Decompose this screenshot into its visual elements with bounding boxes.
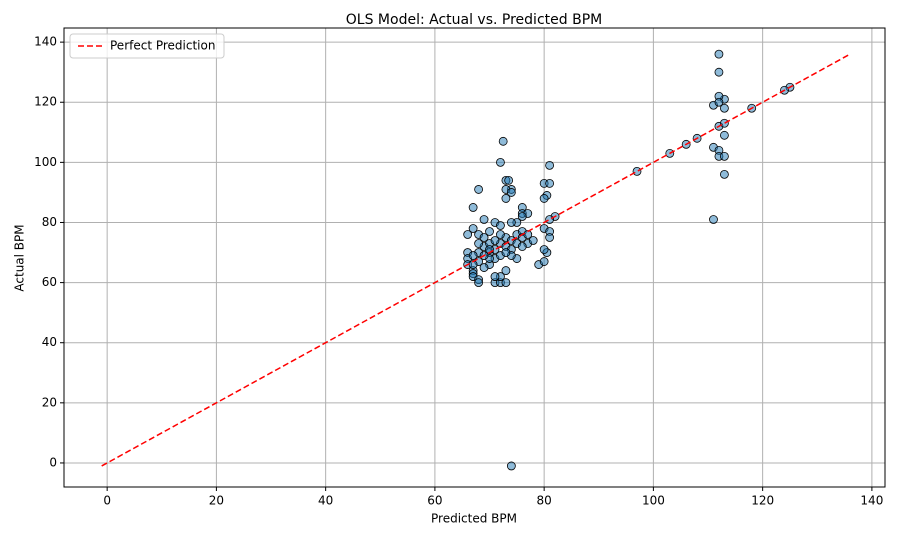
- scatter-point: [468, 203, 478, 212]
- scatter-point: [545, 233, 555, 242]
- scatter-point: [501, 194, 511, 203]
- scatter-point: [720, 169, 729, 179]
- y-tick-label: 0: [49, 455, 57, 469]
- scatter-point: [539, 257, 549, 266]
- x-tick-label: 80: [537, 494, 552, 508]
- scatter-point: [498, 136, 508, 146]
- y-axis-label: Actual BPM: [13, 224, 27, 291]
- scatter-point: [474, 278, 483, 287]
- scatter-point: [539, 194, 549, 203]
- scatter-point: [709, 215, 718, 224]
- scatter-point: [501, 248, 511, 257]
- y-tick-label: 20: [42, 395, 57, 409]
- x-tick-label: 0: [103, 494, 111, 508]
- scatter-point: [479, 215, 489, 224]
- legend-label: Perfect Prediction: [110, 39, 215, 53]
- scatter-point: [539, 245, 549, 254]
- scatter-point: [720, 118, 729, 128]
- y-tick-label: 140: [34, 35, 57, 49]
- scatter-point: [545, 160, 555, 170]
- y-tick-label: 80: [42, 215, 57, 229]
- plot-frame: [63, 27, 886, 488]
- scatter-point: [490, 272, 500, 281]
- scatter-point: [714, 49, 724, 59]
- scatter-point: [545, 215, 555, 224]
- reference-line: [101, 53, 851, 467]
- scatter-point: [496, 230, 505, 239]
- x-tick-label: 100: [642, 494, 665, 508]
- scatter-point: [479, 263, 489, 272]
- scatter-point: [479, 233, 489, 242]
- scatter-point: [545, 179, 555, 188]
- scatter-point: [468, 251, 478, 260]
- scatter-point: [501, 266, 511, 275]
- scatter-point: [490, 236, 500, 245]
- scatter-point: [485, 227, 494, 236]
- scatter-point: [504, 175, 514, 185]
- scatter-point: [720, 151, 729, 161]
- x-tick-label: 40: [318, 494, 333, 508]
- scatter-point: [463, 230, 473, 239]
- scatter-point: [506, 461, 516, 471]
- scatter-point: [714, 97, 724, 107]
- x-axis-label: Predicted BPM: [431, 512, 517, 526]
- y-tick-label: 100: [34, 155, 57, 169]
- scatter-point: [474, 185, 483, 194]
- scatter-point: [632, 166, 642, 176]
- scatter-point: [528, 236, 538, 245]
- x-tick-label: 60: [427, 494, 442, 508]
- x-tick-label: 140: [860, 494, 883, 508]
- scatter-point: [720, 103, 729, 113]
- legend-box: [69, 33, 225, 59]
- scatter-point: [501, 278, 511, 287]
- scatter-point: [517, 212, 527, 221]
- scatter-point: [517, 242, 527, 251]
- scatter-point: [720, 130, 729, 140]
- scatter-point: [468, 224, 478, 233]
- scatter-point: [496, 157, 505, 167]
- scatter-point: [496, 221, 505, 230]
- scatter-point: [506, 188, 516, 197]
- x-tick-label: 20: [209, 494, 224, 508]
- y-tick-label: 120: [34, 95, 57, 109]
- scatter-point: [506, 218, 516, 227]
- x-tick-label: 120: [751, 494, 774, 508]
- scatter-point: [714, 67, 724, 77]
- scatter-point: [474, 239, 483, 248]
- y-tick-label: 60: [42, 275, 57, 289]
- chart-title: OLS Model: Actual vs. Predicted BPM: [346, 12, 602, 28]
- y-tick-label: 40: [42, 335, 57, 349]
